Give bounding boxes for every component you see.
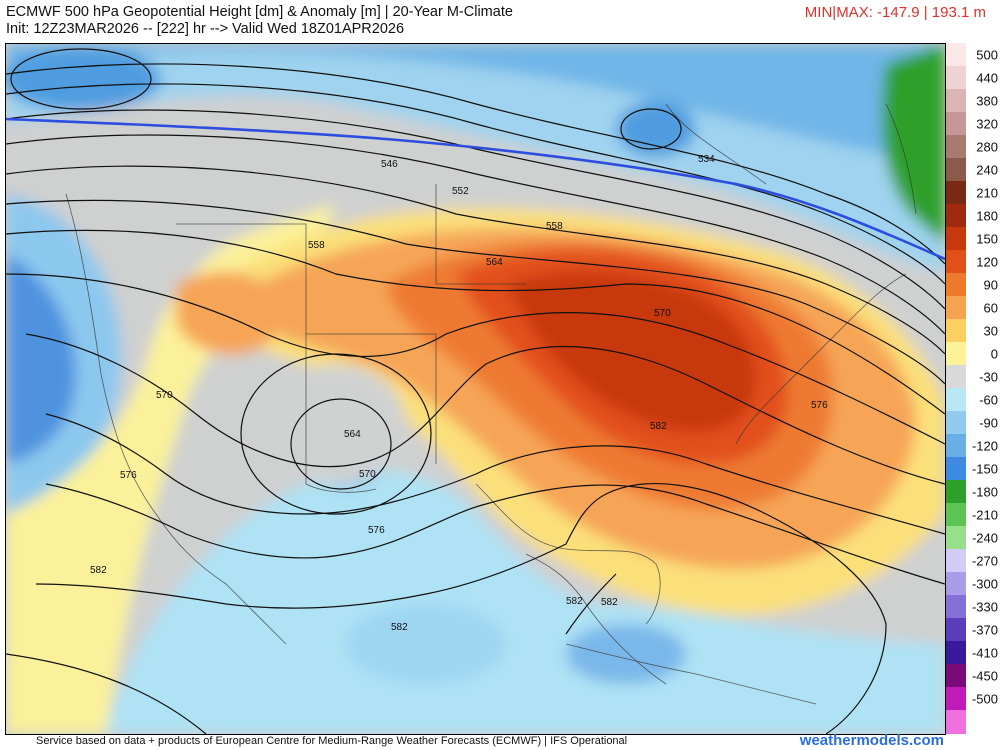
contour-label: 576 bbox=[811, 400, 828, 411]
colorbar-label: -210 bbox=[971, 507, 998, 522]
brand-link[interactable]: weathermodels.com bbox=[799, 732, 944, 749]
colorbar-label: 150 bbox=[976, 231, 998, 246]
colorbar-label: -450 bbox=[971, 668, 998, 683]
contour-label: 570 bbox=[654, 308, 671, 319]
contour-label: 582 bbox=[566, 596, 583, 607]
contour-label: 546 bbox=[381, 159, 398, 170]
colorbar-swatch bbox=[946, 66, 966, 90]
colorbar-label: 240 bbox=[976, 162, 998, 177]
colorbar-swatch bbox=[946, 434, 966, 458]
colorbar-swatch bbox=[946, 43, 966, 67]
chart-header: ECMWF 500 hPa Geopotential Height [dm] &… bbox=[6, 4, 513, 38]
colorbar-label: 210 bbox=[976, 185, 998, 200]
colorbar-swatch bbox=[946, 135, 966, 159]
colorbar-swatch bbox=[946, 296, 966, 320]
colorbar-swatch bbox=[946, 595, 966, 619]
colorbar-label: 280 bbox=[976, 139, 998, 154]
colorbar-label: -180 bbox=[971, 484, 998, 499]
colorbar-swatch bbox=[946, 526, 966, 550]
colorbar-label: 90 bbox=[983, 277, 998, 292]
colorbar-label: 180 bbox=[976, 208, 998, 223]
weather-map: 546 552 558 564 570 558 570 534 564 570 … bbox=[5, 43, 946, 735]
colorbar-label: 60 bbox=[983, 300, 998, 315]
map-canvas: 546 552 558 564 570 558 570 534 564 570 … bbox=[6, 44, 945, 734]
colorbar-swatch bbox=[946, 112, 966, 136]
colorbar-label: 30 bbox=[983, 323, 998, 338]
colorbar-label: -300 bbox=[971, 576, 998, 591]
colorbar-swatch bbox=[946, 572, 966, 596]
colorbar-label: 500 bbox=[976, 47, 998, 62]
colorbar-swatch bbox=[946, 227, 966, 251]
contour-label: 582 bbox=[601, 597, 618, 608]
colorbar-swatch bbox=[946, 388, 966, 412]
colorbar-swatch bbox=[946, 641, 966, 665]
contour-labels: 546 552 558 564 570 558 570 534 564 570 … bbox=[90, 154, 828, 633]
colorbar-swatch bbox=[946, 687, 966, 711]
data-credit: Service based on data + products of Euro… bbox=[36, 735, 628, 747]
colorbar-swatch bbox=[946, 457, 966, 481]
contour-label: 564 bbox=[344, 429, 361, 440]
colorbar-swatch bbox=[946, 250, 966, 274]
colorbar: 500 440 380 320 280 240 210 180 150 120 90 60 30 0 -30… bbox=[946, 43, 1000, 734]
contour-label: 582 bbox=[90, 565, 107, 576]
contour-label: 564 bbox=[486, 257, 503, 268]
colorbar-swatch bbox=[946, 480, 966, 504]
colorbar-swatch bbox=[946, 664, 966, 688]
anomaly-field bbox=[6, 44, 945, 734]
contour-label: 558 bbox=[308, 240, 325, 251]
colorbar-label: 440 bbox=[976, 70, 998, 85]
colorbar-swatch bbox=[946, 503, 966, 527]
contour-label: 558 bbox=[546, 221, 563, 232]
colorbar-label: -90 bbox=[979, 415, 998, 430]
colorbar-swatch bbox=[946, 319, 966, 343]
contour-label: 576 bbox=[120, 470, 137, 481]
geography-lines bbox=[65, 103, 917, 705]
colorbar-label: -330 bbox=[971, 599, 998, 614]
colorbar-swatch bbox=[946, 89, 966, 113]
colorbar-label: 320 bbox=[976, 116, 998, 131]
colorbar-swatch bbox=[946, 549, 966, 573]
colorbar-label: -30 bbox=[979, 369, 998, 384]
colorbar-swatch bbox=[946, 365, 966, 389]
height-contours bbox=[6, 48, 945, 734]
jet-contour bbox=[6, 117, 945, 261]
contour-label: 576 bbox=[368, 525, 385, 536]
contour-label: 570 bbox=[359, 469, 376, 480]
colorbar-label: -150 bbox=[971, 461, 998, 476]
contour-label: 570 bbox=[156, 390, 173, 401]
contour-label: 552 bbox=[452, 186, 469, 197]
colorbar-label: -240 bbox=[971, 530, 998, 545]
chart-title: ECMWF 500 hPa Geopotential Height [dm] &… bbox=[6, 4, 513, 20]
colorbar-label: -60 bbox=[979, 392, 998, 407]
colorbar-label: -270 bbox=[971, 553, 998, 568]
colorbar-label: -500 bbox=[971, 691, 998, 706]
chart-subtitle: Init: 12Z23MAR2026 -- [222] hr --> Valid… bbox=[6, 21, 405, 37]
colorbar-label: 0 bbox=[990, 346, 998, 361]
contour-label: 582 bbox=[650, 421, 667, 432]
colorbar-label: -120 bbox=[971, 438, 998, 453]
colorbar-label: 380 bbox=[976, 93, 998, 108]
colorbar-label: -370 bbox=[971, 622, 998, 637]
minmax-readout: MIN|MAX: -147.9 | 193.1 m bbox=[804, 4, 986, 21]
colorbar-swatch bbox=[946, 342, 966, 366]
colorbar-swatch bbox=[946, 181, 966, 205]
colorbar-swatch bbox=[946, 710, 966, 734]
colorbar-swatch bbox=[946, 273, 966, 297]
colorbar-swatch bbox=[946, 411, 966, 435]
colorbar-swatch bbox=[946, 204, 966, 228]
colorbar-label: -410 bbox=[971, 645, 998, 660]
colorbar-swatch bbox=[946, 618, 966, 642]
contour-label: 582 bbox=[391, 622, 408, 633]
colorbar-swatch bbox=[946, 158, 966, 182]
contour-label: 534 bbox=[698, 154, 715, 165]
colorbar-label: 120 bbox=[976, 254, 998, 269]
